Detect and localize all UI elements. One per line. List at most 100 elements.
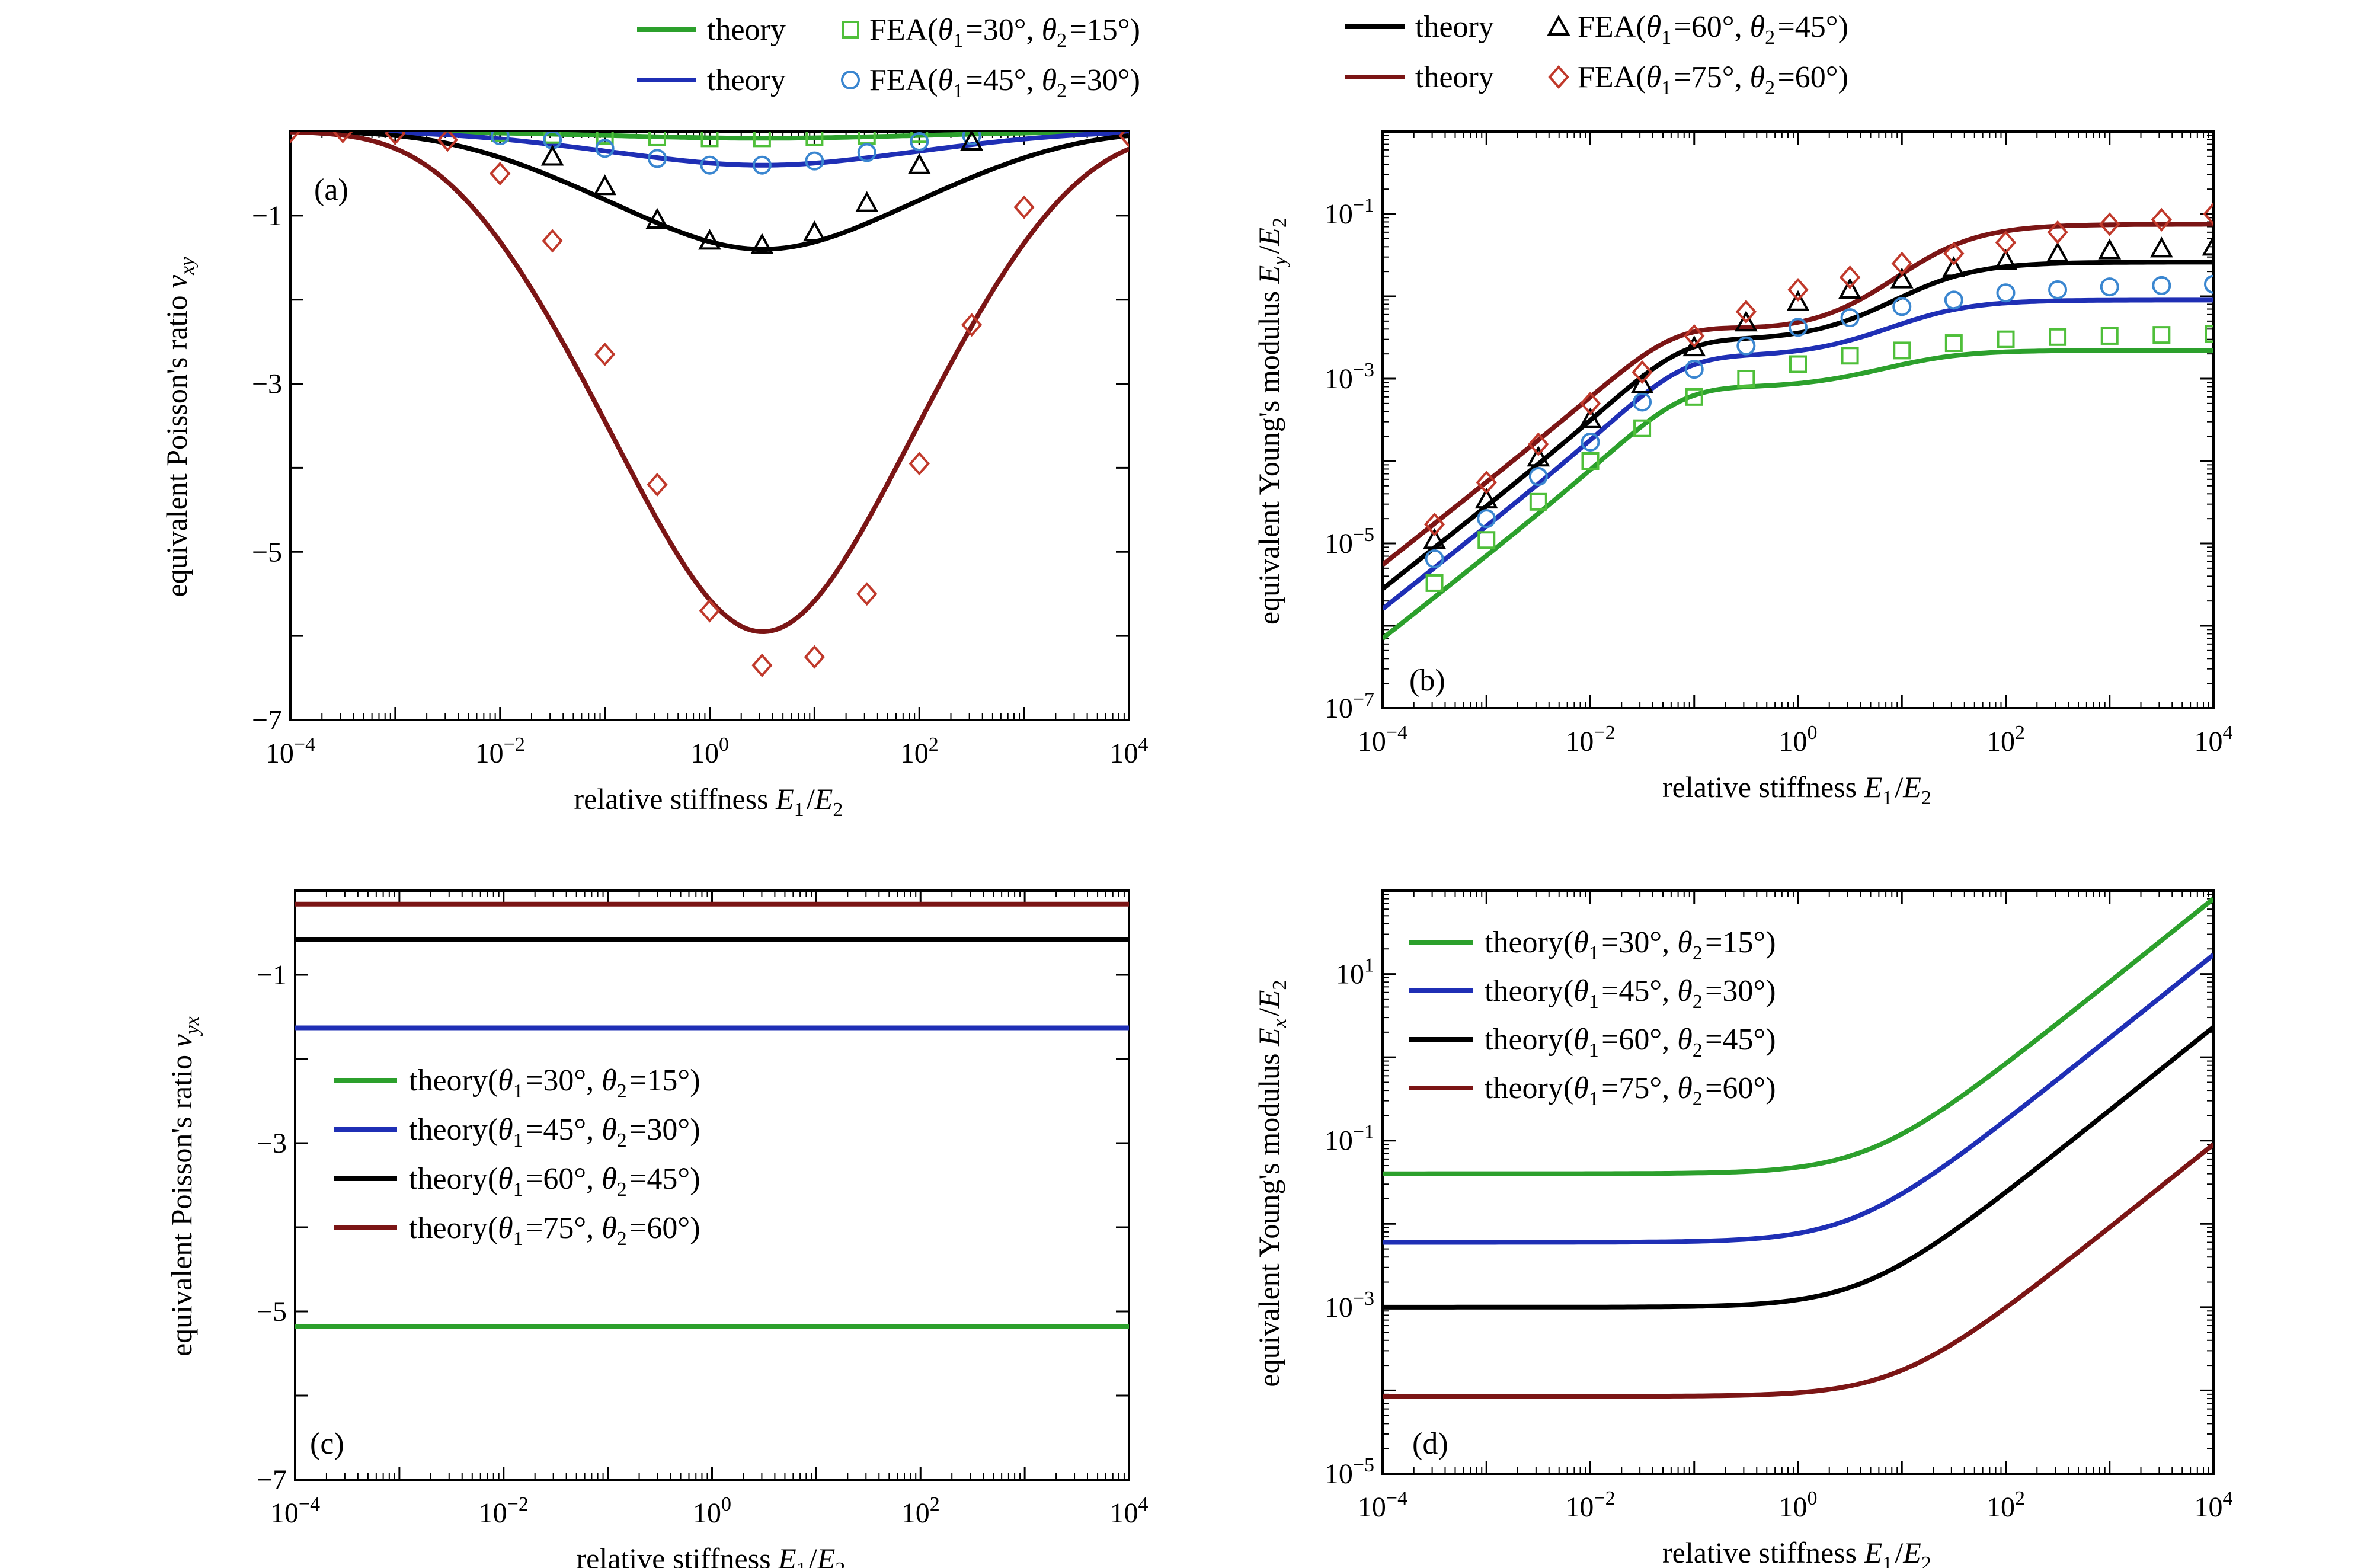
- fea-marker: [1839, 265, 1861, 289]
- legend-label: theory(θ1 =75°, θ2 =60°): [1485, 1071, 1776, 1110]
- fea-marker: [1579, 391, 1601, 415]
- fea-marker: [1996, 283, 2016, 303]
- fea-marker: [1838, 277, 1861, 299]
- fea-marker: [805, 132, 824, 146]
- fea-marker: [1893, 341, 1911, 360]
- fea-marker: [1735, 299, 1757, 324]
- fea-marker: [647, 472, 668, 497]
- legend-theory-label: theory: [707, 63, 786, 97]
- fea-marker: [753, 132, 771, 148]
- fea-marker: [2149, 236, 2173, 258]
- fea-marker: [1737, 370, 1755, 388]
- fea-marker: [1840, 308, 1860, 328]
- theory-line: [290, 132, 1129, 252]
- y-tick-label: −1: [252, 200, 282, 232]
- fea-marker: [1118, 132, 1129, 148]
- fea-marker: [1581, 452, 1600, 470]
- theory-line: [290, 132, 1129, 168]
- fea-marker: [2202, 235, 2213, 256]
- fea-marker: [1890, 267, 1914, 289]
- plot-frame: [289, 130, 1130, 721]
- theory-line: [290, 132, 1129, 634]
- legend-theory-label: theory: [1415, 60, 1494, 94]
- fea-marker: [910, 132, 929, 152]
- y-axis-title: equivalent Poisson's ratio νyx: [165, 1014, 203, 1356]
- legend-label: theory(θ1 =75°, θ2 =60°): [409, 1211, 700, 1250]
- fea-marker: [1944, 334, 1963, 353]
- fea-marker: [2047, 220, 2068, 244]
- fea-marker: [2046, 241, 2069, 263]
- legend-label: theory(θ1 =45°, θ2 =30°): [409, 1113, 700, 1151]
- legend-marker: [841, 71, 860, 89]
- y-axis-title: equivalent Young's modulus Ey /E2: [1252, 215, 1291, 625]
- plot-area: [1383, 201, 2213, 641]
- fea-marker: [385, 132, 406, 145]
- fea-marker: [490, 161, 511, 185]
- fea-marker: [2099, 212, 2120, 236]
- y-axis-title: equivalent Poisson's ratio νxy: [160, 254, 199, 597]
- panel-a: 10−4 10−2 100 102 104 −1 −3 −5 −7 relative stiffn…: [160, 130, 1149, 821]
- fea-marker: [1476, 471, 1497, 495]
- y-tick-label: −1: [257, 959, 287, 991]
- panel-label: (c): [310, 1427, 344, 1461]
- legend-label: theory(θ1 =60°, θ2 =45°): [1485, 1023, 1776, 1061]
- x-axis-title: relative stiffness E1 /E2: [1662, 770, 1934, 809]
- fea-marker: [751, 653, 773, 677]
- fea-marker: [1477, 531, 1496, 549]
- x-tick-label: 100: [1779, 1487, 1818, 1523]
- y-axis-title: equivalent Young's modulus Ex /E2: [1252, 977, 1291, 1387]
- fea-marker: [752, 155, 772, 175]
- fea-marker: [2205, 325, 2213, 343]
- fea-marker: [542, 229, 563, 253]
- fea-marker: [1736, 336, 1756, 356]
- panel-label: (b): [1409, 664, 1445, 697]
- fea-marker: [1425, 549, 1444, 569]
- fea-marker: [1477, 509, 1496, 529]
- fea-marker: [437, 132, 458, 152]
- fea-marker: [907, 153, 931, 174]
- fea-marker: [1682, 335, 1706, 357]
- panel-c: 10−4 10−2 100 102 104 −1 −3 −5 −7 relative stiffn…: [165, 889, 1149, 1568]
- fea-marker: [2100, 327, 2119, 345]
- x-tick-label: 10−4: [265, 734, 315, 769]
- fea-marker: [804, 645, 826, 669]
- x-tick-label: 10−4: [1358, 1487, 1407, 1523]
- x-tick-label: 10−2: [475, 734, 525, 769]
- panel-label: (a): [314, 173, 348, 207]
- y-tick-label: 10−1: [1325, 194, 1374, 230]
- x-tick-label: 10−2: [1565, 722, 1615, 757]
- plot-area: [1383, 897, 2213, 1399]
- fea-marker: [645, 207, 669, 229]
- fea-marker: [540, 145, 564, 166]
- theory-line: [1383, 1142, 2213, 1399]
- fea-marker: [1994, 248, 2017, 270]
- theory-line: [1383, 222, 2213, 567]
- y-tick-label: 101: [1336, 955, 1374, 990]
- x-tick-label: 102: [901, 1493, 940, 1529]
- fea-marker: [802, 220, 826, 242]
- x-tick-label: 100: [693, 1493, 731, 1529]
- x-tick-label: 10−4: [1358, 722, 1407, 757]
- fea-marker: [1527, 446, 1550, 467]
- legend-marker: [842, 21, 859, 39]
- y-tick-label: −3: [257, 1128, 287, 1159]
- x-tick-label: 100: [690, 734, 729, 769]
- fea-marker: [961, 313, 983, 337]
- x-axis-title: relative stiffness E1 /E2: [1662, 1536, 1934, 1568]
- legend-label: theory(θ1 =60°, θ2 =45°): [409, 1162, 700, 1201]
- fea-marker: [1734, 311, 1758, 332]
- theory-line: [1383, 348, 2213, 641]
- fea-marker: [1787, 277, 1809, 302]
- fea-marker: [1529, 492, 1547, 511]
- fea-marker: [856, 582, 878, 606]
- x-tick-label: 104: [1110, 1493, 1149, 1529]
- fea-marker: [1633, 419, 1652, 437]
- fea-marker: [1995, 231, 2017, 255]
- fea-marker: [700, 132, 719, 148]
- fea-marker: [750, 233, 774, 254]
- theory-line: [1383, 953, 2213, 1245]
- top-legend: theory FEA(θ1 =30°, θ2 =15°) theory FEA(θ1 …: [637, 10, 1848, 102]
- fea-marker: [1943, 241, 1965, 265]
- theory-line: [1383, 897, 2213, 1176]
